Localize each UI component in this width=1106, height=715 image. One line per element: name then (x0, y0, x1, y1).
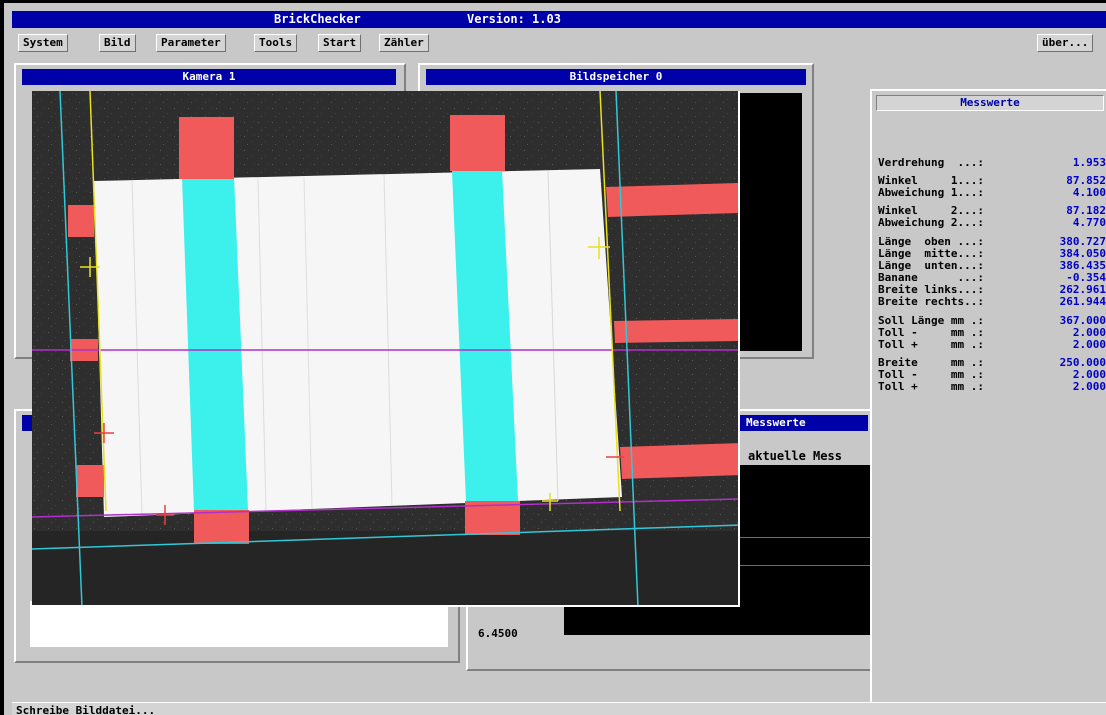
menu-tools[interactable]: Tools (254, 34, 298, 52)
messwert-value: 4.770 (1072, 216, 1106, 229)
messwert-label: Abweichung 1...: (878, 186, 984, 199)
messwert-value: 262.961 (1059, 283, 1106, 296)
messwert-value: 87.852 (1066, 174, 1106, 187)
messwert-row: Toll + mm .: 2.000 (878, 339, 1106, 350)
kamera-panel-title: Kamera 1 (22, 69, 396, 85)
title-bar: BrickChecker Version: 1.03 (12, 11, 1106, 28)
menu-parameter[interactable]: Parameter (156, 34, 226, 52)
menu-zaehler[interactable]: Zähler (379, 34, 429, 52)
lower-left-field (30, 601, 448, 647)
menu-about[interactable]: über... (1037, 34, 1094, 52)
messwert-row: Toll + mm .: 2.000 (878, 381, 1106, 392)
app-version: Version: 1.03 (467, 12, 561, 26)
messwert-row: Abweichung 2...: 4.770 (878, 217, 1106, 228)
messwerte-values: Verdrehung ...: 1.953 Winkel 1...: 87.852 Ab… (878, 91, 1106, 392)
messwerte-title-box: Messwerte (876, 95, 1104, 111)
messwert-row: Breite mm .: 250.000 (878, 357, 1106, 368)
messwert-row: Toll - mm .: 2.000 (878, 327, 1106, 338)
messwert-row: Länge mitte...: 384.050 (878, 248, 1106, 259)
value-readout: 6.4500 (478, 627, 518, 640)
messwert-value: -0.354 (1066, 271, 1106, 284)
messwert-label: Breite links...: (878, 283, 984, 296)
marker-bottom-right (465, 501, 520, 535)
messwert-row: Länge oben ...: 380.727 (878, 236, 1106, 247)
menu-bild[interactable]: Bild (99, 34, 136, 52)
messwert-row: Verdrehung ...: 1.953 (878, 157, 1106, 168)
messwert-label: Banane ...: (878, 271, 984, 284)
lower-messwerte-title: Messwerte (738, 415, 868, 431)
messwert-row: Banane ...: -0.354 (878, 272, 1106, 283)
messwert-row: Toll - mm .: 2.000 (878, 369, 1106, 380)
messwert-value: 384.050 (1059, 247, 1106, 260)
brick (94, 169, 622, 517)
messwerte-panel: Messwerte Verdrehung ...: 1.953 Winkel 1..… (870, 89, 1106, 703)
messwert-label: Toll - mm .: (878, 326, 984, 339)
messwert-value: 2.000 (1072, 326, 1106, 339)
messwert-value: 4.100 (1072, 186, 1106, 199)
menu-system[interactable]: System (18, 34, 68, 52)
messwert-row: Winkel 1...: 87.852 (878, 175, 1106, 186)
messwert-value: 380.727 (1059, 235, 1106, 248)
camera-overlay (32, 91, 738, 605)
marker-right-1 (606, 183, 738, 217)
messwert-label: Länge unten...: (878, 259, 984, 272)
messwert-value: 1.953 (1072, 156, 1106, 169)
messwert-row: Abweichung 1...: 4.100 (878, 187, 1106, 198)
marker-right-2 (614, 319, 738, 343)
messwert-label: Breite mm .: (878, 356, 984, 369)
marker-top-left (179, 117, 234, 179)
messwert-value: 2.000 (1072, 380, 1106, 393)
menu-bar: System Bild Parameter Tools Start Zähler… (12, 31, 1106, 55)
bildspeicher-panel-title: Bildspeicher 0 (426, 69, 806, 85)
messwert-row: Breite rechts..: 261.944 (878, 296, 1106, 307)
messwert-value: 87.182 (1066, 204, 1106, 217)
messwert-value: 367.000 (1059, 314, 1106, 327)
messwert-row: Winkel 2...: 87.182 (878, 205, 1106, 216)
messwert-value: 2.000 (1072, 338, 1106, 351)
strip-right (452, 170, 518, 502)
messwert-value: 386.435 (1059, 259, 1106, 272)
messwert-label: Winkel 1...: (878, 174, 984, 187)
status-bar: Schreibe Bilddatei... (12, 702, 1106, 715)
camera-image[interactable] (32, 91, 740, 607)
messwert-row: Länge unten...: 386.435 (878, 260, 1106, 271)
messwert-row: Breite links...: 262.961 (878, 284, 1106, 295)
marker-left-1 (68, 205, 94, 237)
marker-top-right (450, 115, 505, 171)
messwert-label: Verdrehung ...: (878, 156, 984, 169)
marker-left-3 (76, 465, 104, 497)
messwert-value: 2.000 (1072, 368, 1106, 381)
marker-right-3 (620, 443, 738, 479)
aktuelle-messung-label: aktuelle Mess (748, 449, 842, 463)
messwert-label: Soll Länge mm .: (878, 314, 984, 327)
messwert-value: 261.944 (1059, 295, 1106, 308)
messwert-label: Winkel 2...: (878, 204, 984, 217)
strip-left (182, 176, 248, 511)
messwert-label: Länge oben ...: (878, 235, 984, 248)
menu-start[interactable]: Start (318, 34, 362, 52)
messwert-label: Länge mitte...: (878, 247, 984, 260)
messwert-row: Soll Länge mm .: 367.000 (878, 315, 1106, 326)
messwert-value: 250.000 (1059, 356, 1106, 369)
messwert-label: Toll - mm .: (878, 368, 984, 381)
marker-bottom-left (194, 510, 249, 544)
messwert-label: Breite rechts..: (878, 295, 984, 308)
app-title: BrickChecker (274, 12, 361, 26)
messwert-label: Toll + mm .: (878, 338, 984, 351)
messwert-label: Abweichung 2...: (878, 216, 984, 229)
messwert-label: Toll + mm .: (878, 380, 984, 393)
messwerte-title: Messwerte (960, 96, 1020, 109)
